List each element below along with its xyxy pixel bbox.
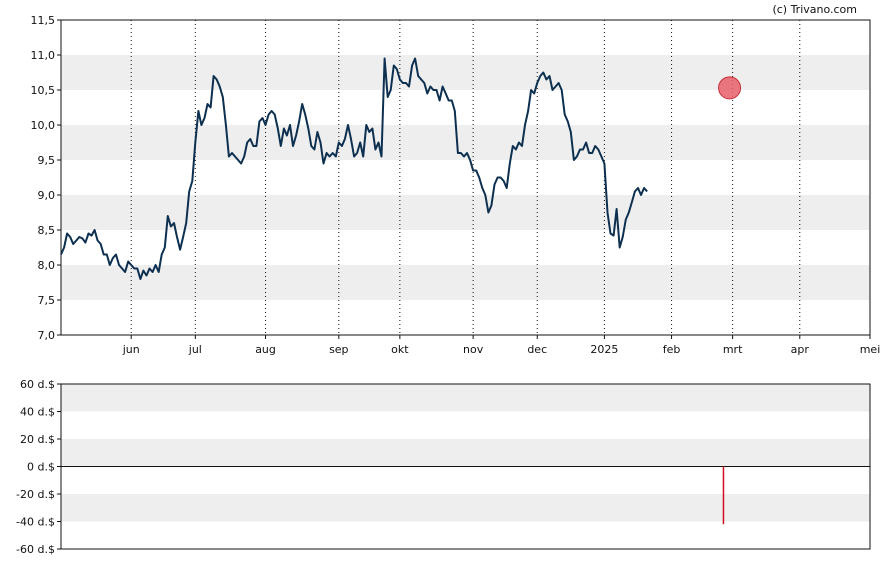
y-tick-label: 9,0	[38, 189, 56, 202]
volume-panel: 60 d.$ 40 d.$ 20 d.$ 0 d.$ -20 d.$ -40 d.$ -60…	[16, 378, 871, 556]
grid-band	[61, 265, 870, 300]
plot-frame	[60, 19, 871, 336]
y-tick-label: -60 d.$	[16, 543, 55, 556]
grid-band	[61, 494, 870, 522]
y-tick-label: 40 d.$	[20, 406, 55, 419]
y-tick-label: 8,5	[38, 224, 56, 237]
price-panel: jun jul aug sep okt nov dec 2025 feb mrt apr mei 7,0…	[31, 14, 881, 356]
y-tick-label: -40 d.$	[16, 516, 55, 529]
y-tick-label: 10,0	[31, 119, 56, 132]
x-tick-label: apr	[791, 343, 810, 356]
x-tick-label: okt	[391, 343, 409, 356]
y-tick-label: 10,5	[31, 84, 56, 97]
x-tick-label: 2025	[590, 343, 618, 356]
x-tick-label: mei	[860, 343, 881, 356]
plot-frame	[60, 383, 871, 550]
y-tick-label: 60 d.$	[20, 378, 55, 391]
y-tick-label: 11,5	[31, 14, 56, 27]
x-tick-label: sep	[329, 343, 348, 356]
y-tick-label: -20 d.$	[16, 488, 55, 501]
grid-band	[61, 195, 870, 230]
y-tick-label: 20 d.$	[20, 433, 55, 446]
y-tick-label: 9,5	[38, 154, 56, 167]
x-tick-label: dec	[527, 343, 547, 356]
grid-band	[61, 384, 870, 412]
x-tick-label: jul	[188, 343, 202, 356]
y-tick-label: 0 d.$	[27, 461, 55, 474]
x-tick-label: aug	[255, 343, 276, 356]
x-tick-label: feb	[663, 343, 681, 356]
y-tick-label: 11,0	[31, 49, 56, 62]
event-marker	[718, 76, 742, 100]
x-tick-label: jun	[122, 343, 140, 356]
y-tick-label: 7,5	[38, 294, 56, 307]
y-tick-label: 7,0	[38, 329, 56, 342]
grid-band	[61, 55, 870, 90]
y-tick-label: 8,0	[38, 259, 56, 272]
x-tick-label: nov	[463, 343, 484, 356]
x-tick-label: mrt	[723, 343, 743, 356]
grid-band	[61, 439, 870, 467]
credit-text: (c) Trivano.com	[772, 3, 857, 16]
price-line	[60, 57, 648, 280]
